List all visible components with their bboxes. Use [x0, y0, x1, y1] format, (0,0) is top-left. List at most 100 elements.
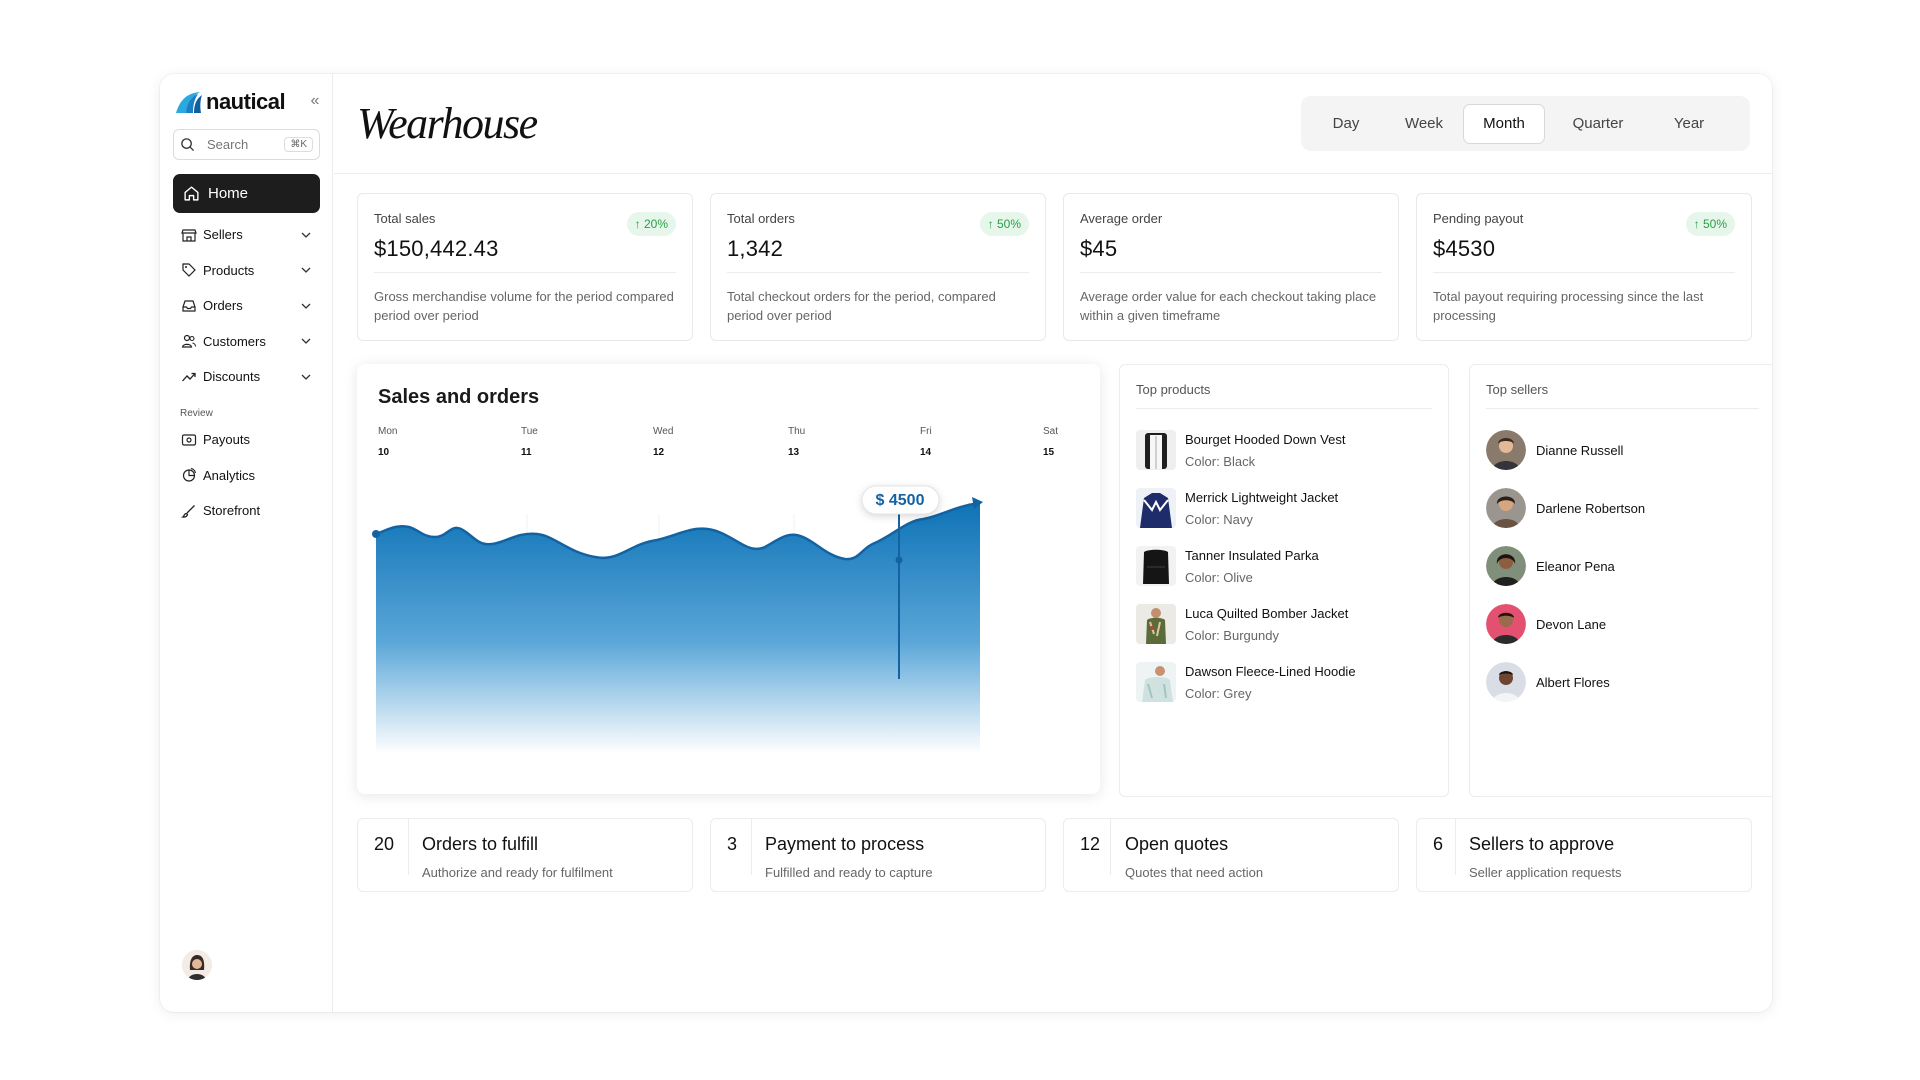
- chevron-down-icon[interactable]: [298, 369, 314, 385]
- product-thumbnail: [1136, 488, 1176, 528]
- header-divider: [334, 173, 1772, 174]
- nav-list: Sellers Products Orders Customers Discou: [173, 217, 320, 395]
- stat-value: $4530: [1433, 236, 1496, 261]
- nav-item-label: Payouts: [203, 432, 250, 448]
- chart-tooltip: $ 4500: [861, 485, 940, 515]
- period-month[interactable]: Month: [1463, 103, 1545, 144]
- arrow-up-icon: ↑: [1693, 217, 1703, 231]
- nav-item-label: Discounts: [203, 369, 261, 385]
- stat-change-value: 50%: [1702, 217, 1727, 231]
- nav-item-storefront[interactable]: Storefront: [173, 493, 320, 529]
- seller-item[interactable]: Eleanor Pena: [1486, 546, 1615, 586]
- period-year[interactable]: Year: [1673, 115, 1705, 132]
- stat-divider: [1433, 272, 1735, 273]
- nav-item-sellers[interactable]: Sellers: [173, 217, 320, 253]
- seller-item[interactable]: Devon Lane: [1486, 604, 1606, 644]
- task-sellers-to-approve[interactable]: 6 Sellers to approve Seller application …: [1416, 818, 1752, 892]
- product-color: Color: Black: [1185, 453, 1256, 469]
- chevron-down-icon[interactable]: [298, 262, 314, 278]
- stat-divider: [1080, 272, 1382, 273]
- stat-value: $150,442.43: [374, 236, 499, 261]
- product-name: Dawson Fleece-Lined Hoodie: [1185, 663, 1356, 679]
- product-thumbnail: [1136, 662, 1176, 702]
- store-brand-title: Wearhouse: [357, 99, 538, 148]
- product-item[interactable]: Bourget Hooded Down Vest Color: Black: [1136, 427, 1345, 473]
- task-count: 12: [1080, 834, 1101, 854]
- product-item[interactable]: Tanner Insulated Parka Color: Olive: [1136, 543, 1319, 589]
- chart-title: Sales and orders: [378, 386, 540, 408]
- day-date-label: 15: [1043, 447, 1055, 458]
- product-item[interactable]: Dawson Fleece-Lined Hoodie Color: Grey: [1136, 659, 1356, 705]
- line-end-arrow-icon: [972, 497, 983, 509]
- nautical-logo-icon: [176, 92, 202, 113]
- seller-name: Dianne Russell: [1536, 442, 1624, 458]
- period-week[interactable]: Week: [1404, 115, 1444, 132]
- stat-change-badge: ↑ 50%: [1685, 212, 1735, 236]
- stat-change-value: 50%: [996, 217, 1021, 231]
- stat-description: Total payout requiring processing since …: [1433, 289, 1704, 323]
- seller-item[interactable]: Albert Flores: [1486, 662, 1610, 702]
- sales-area-fill: [376, 503, 980, 754]
- top-sellers-title: Top sellers: [1486, 382, 1549, 397]
- search-input[interactable]: [207, 137, 277, 152]
- seller-item[interactable]: Darlene Robertson: [1486, 488, 1645, 528]
- product-name: Bourget Hooded Down Vest: [1185, 431, 1346, 447]
- stat-title: Total sales: [374, 211, 436, 226]
- product-item[interactable]: Luca Quilted Bomber Jacket Color: Burgun…: [1136, 601, 1348, 647]
- product-thumbnail: [1136, 430, 1176, 470]
- day-name-label: Sat: [1043, 426, 1058, 437]
- product-thumbnail: [1136, 604, 1176, 644]
- sales-orders-chart-card: Sales and orders Mon 10 Tue 11 Wed 12: [357, 364, 1100, 794]
- task-count: 6: [1433, 834, 1444, 854]
- period-quarter[interactable]: Quarter: [1572, 115, 1624, 132]
- nav-item-label: Analytics: [203, 467, 256, 483]
- nav-item-analytics[interactable]: Analytics: [173, 458, 320, 494]
- nav-home[interactable]: Home: [173, 174, 320, 213]
- period-day[interactable]: Day: [1332, 115, 1360, 132]
- product-item[interactable]: Merrick Lightweight Jacket Color: Navy: [1136, 485, 1338, 531]
- home-icon: [184, 186, 199, 201]
- user-avatar[interactable]: [182, 950, 212, 980]
- tooltip-value: $ 4500: [876, 492, 925, 509]
- seller-item[interactable]: Dianne Russell: [1486, 430, 1623, 470]
- stat-divider: [727, 272, 1029, 273]
- search-icon: [181, 138, 195, 152]
- sales-area-chart[interactable]: Mon 10 Tue 11 Wed 12 Thu 13 Fri 14 Sat 1…: [357, 364, 1100, 794]
- day-date-label: 13: [788, 447, 800, 458]
- nav-item-label: Products: [203, 262, 255, 278]
- nav-item-products[interactable]: Products: [173, 253, 320, 289]
- payouts-icon: [181, 434, 197, 446]
- search-box[interactable]: ⌘K: [173, 129, 320, 160]
- product-name: Merrick Lightweight Jacket: [1185, 489, 1339, 505]
- seller-avatar: [1486, 430, 1526, 470]
- nav-item-payouts[interactable]: Payouts: [173, 422, 320, 458]
- chevron-down-icon[interactable]: [298, 227, 314, 243]
- task-open-quotes[interactable]: 12 Open quotes Quotes that need action: [1063, 818, 1399, 892]
- task-orders-to-fulfill[interactable]: 20 Orders to fulfill Authorize and ready…: [357, 818, 693, 892]
- product-thumbnail: [1136, 546, 1176, 586]
- seller-avatar: [1486, 488, 1526, 528]
- collapse-sidebar-icon[interactable]: «: [310, 92, 320, 109]
- task-title: Payment to process: [765, 834, 925, 854]
- chevron-down-icon[interactable]: [298, 333, 314, 349]
- nav-item-customers[interactable]: Customers: [173, 324, 320, 360]
- main-content: Wearhouse Day Week Month Quarter Year To…: [334, 74, 1772, 1012]
- day-date-label: 11: [521, 447, 532, 458]
- card-divider: [1136, 408, 1432, 409]
- task-payment-to-process[interactable]: 3 Payment to process Fulfilled and ready…: [710, 818, 1046, 892]
- top-sellers-card: Top sellers Dianne Russell Darlene Rober…: [1469, 364, 1772, 797]
- chevron-down-icon[interactable]: [298, 298, 314, 314]
- product-color: Color: Olive: [1185, 569, 1253, 585]
- task-subtitle: Fulfilled and ready to capture: [765, 865, 933, 880]
- user-avatar-icon: [182, 950, 212, 980]
- nav-item-orders[interactable]: Orders: [173, 288, 320, 324]
- nav-item-discounts[interactable]: Discounts: [173, 359, 320, 395]
- stat-change-badge: ↑ 50%: [979, 212, 1029, 236]
- task-divider: [1455, 819, 1456, 875]
- stat-description: Total checkout orders for the period, co…: [727, 289, 996, 323]
- day-name-label: Fri: [920, 426, 932, 437]
- line-start-point: [372, 530, 380, 538]
- seller-name: Darlene Robertson: [1536, 500, 1646, 516]
- stat-description: Average order value for each checkout ta…: [1080, 289, 1377, 323]
- task-divider: [1110, 819, 1111, 875]
